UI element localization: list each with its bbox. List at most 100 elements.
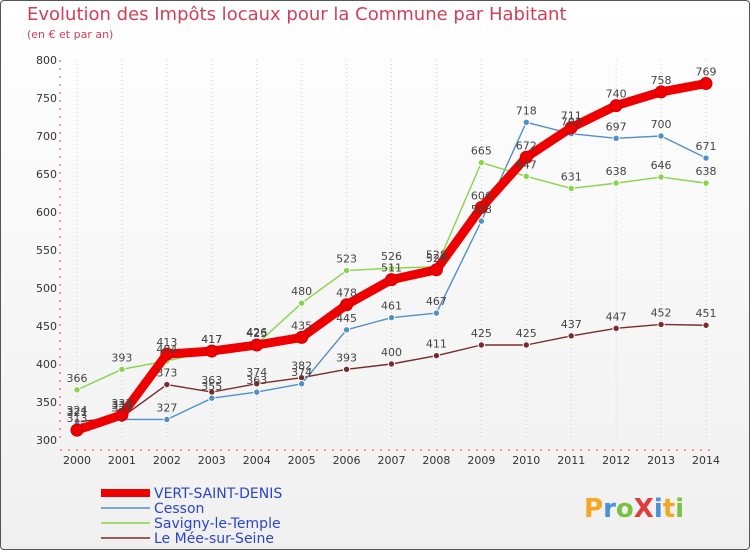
data-label: 606 — [471, 189, 492, 202]
x-tick-label: 2006 — [333, 454, 361, 467]
data-point — [477, 341, 486, 349]
data-point — [564, 121, 578, 135]
data-label: 355 — [201, 380, 222, 393]
data-label: 665 — [471, 145, 492, 158]
data-label: 524 — [426, 252, 447, 265]
data-label: 711 — [561, 110, 582, 123]
data-label: 523 — [336, 253, 357, 266]
x-tick-label: 2002 — [153, 454, 181, 467]
data-label: 363 — [201, 374, 222, 387]
x-tick-label: 2000 — [63, 454, 91, 467]
data-label: 417 — [201, 333, 222, 346]
y-tick-label: 600 — [36, 206, 57, 219]
grid — [76, 60, 707, 440]
legend-label: Le Mée-sur-Seine — [154, 531, 274, 547]
data-label: 393 — [336, 351, 357, 364]
data-point — [70, 423, 84, 437]
x-tick-label: 2001 — [108, 454, 136, 467]
y-tick-label: 550 — [36, 244, 57, 257]
data-point — [522, 172, 530, 180]
data-label: 588 — [471, 203, 492, 216]
x-tick-label: 2009 — [467, 454, 495, 467]
data-label: 327 — [111, 401, 132, 414]
data-point — [295, 330, 309, 344]
x-tick-label: 2005 — [288, 454, 316, 467]
x-tick-label: 2013 — [647, 454, 675, 467]
axes: 300 350 400 450 500 550 600 650 700 750 800 2000 200… — [36, 54, 720, 467]
proxiti-logo: ProXiti — [584, 494, 684, 524]
data-label: 321 — [67, 406, 88, 419]
chart-subtitle: (en € et par an) — [27, 28, 114, 41]
data-label: 451 — [696, 307, 717, 320]
data-point — [702, 179, 710, 187]
data-point — [253, 380, 261, 388]
y-tick-label: 450 — [36, 320, 57, 333]
y-tick-label: 750 — [36, 92, 57, 105]
data-point — [474, 200, 488, 214]
data-point — [657, 173, 665, 181]
data-label: 374 — [246, 366, 267, 379]
data-point — [522, 118, 530, 127]
data-label: 313 — [67, 412, 88, 425]
data-point — [567, 184, 575, 193]
data-label: 374 — [291, 366, 312, 379]
data-point — [205, 344, 219, 358]
data-label: 425 — [246, 327, 267, 340]
data-point — [477, 158, 486, 167]
data-label: 452 — [651, 306, 672, 319]
data-point — [654, 85, 668, 99]
data-point — [163, 380, 171, 389]
data-label: 324 — [67, 404, 88, 417]
data-point — [342, 266, 351, 275]
data-point — [567, 332, 575, 340]
data-point — [699, 77, 713, 91]
data-label: 330 — [111, 399, 132, 412]
data-point — [73, 386, 81, 394]
data-label: 426 — [246, 326, 267, 339]
data-label: 400 — [381, 346, 402, 359]
data-label: 333 — [111, 397, 132, 410]
data-point — [250, 338, 264, 352]
data-point — [612, 179, 620, 187]
data-label: 437 — [561, 318, 582, 331]
data-point — [163, 415, 171, 424]
x-tick-label: 2004 — [243, 454, 271, 467]
data-point — [702, 154, 710, 162]
data-point — [429, 263, 443, 277]
data-label: 425 — [516, 327, 537, 340]
data-label: 435 — [291, 319, 312, 332]
y-tick-label: 400 — [36, 358, 57, 371]
data-point — [118, 365, 126, 374]
data-point — [432, 351, 441, 360]
data-point — [387, 313, 396, 322]
data-label: 528 — [426, 249, 447, 262]
data-label: 445 — [336, 312, 357, 325]
data-label: 382 — [291, 360, 312, 373]
data-point — [253, 388, 261, 396]
data-label: 363 — [246, 374, 267, 387]
data-label: 425 — [471, 327, 492, 340]
data-label: 740 — [606, 88, 627, 101]
data-point — [387, 264, 396, 272]
data-label: 526 — [381, 250, 402, 263]
x-tick-label: 2012 — [602, 454, 630, 467]
data-point — [702, 321, 710, 329]
data-label: 769 — [696, 66, 717, 79]
x-tick-label: 2014 — [692, 454, 720, 467]
data-label: 700 — [651, 118, 672, 131]
y-tick-label: 500 — [36, 282, 57, 295]
y-tick-label: 800 — [36, 54, 57, 67]
data-point — [160, 347, 174, 361]
y-tick-label: 700 — [36, 130, 57, 143]
data-point — [340, 298, 354, 312]
data-label: 404 — [156, 343, 177, 356]
series-layer — [70, 77, 713, 437]
data-point — [477, 217, 486, 225]
data-point — [612, 134, 620, 142]
svg-text:ProXiti: ProXiti — [584, 494, 684, 524]
data-point — [208, 394, 216, 402]
data-point — [342, 326, 351, 334]
x-tick-label: 2003 — [198, 454, 226, 467]
data-label: 417 — [201, 333, 222, 346]
